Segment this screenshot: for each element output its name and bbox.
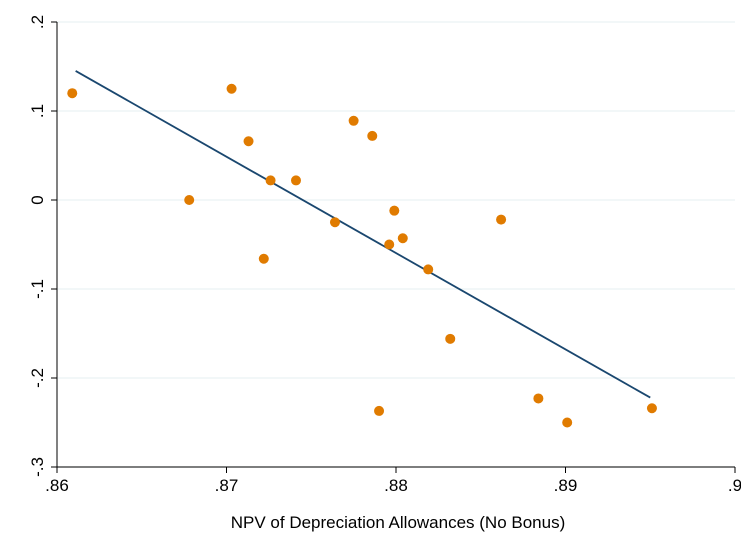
x-tick-label: .87 [215,476,239,495]
y-tick-label: .1 [28,104,47,118]
axis-layer: -.3 -.2 -.1 0 .1 .2 .86 .87 .88 .89 .9 [28,15,741,495]
data-point [184,195,195,205]
data-point [67,88,78,99]
y-tick-label: -.1 [28,279,47,299]
data-point [389,205,400,216]
data-point [329,217,340,228]
y-tick-label: -.3 [28,457,47,477]
data-point [290,175,301,186]
x-tick-label: .89 [554,476,578,495]
point-layer [67,83,657,428]
data-point [367,130,378,141]
x-tick-label: .88 [384,476,408,495]
x-axis-title: NPV of Depreciation Allowances (No Bonus… [231,513,566,532]
data-point [397,233,408,244]
data-point [348,115,359,126]
y-tick-label: 0 [28,195,47,204]
fit-line-layer [75,70,651,399]
data-point [533,393,544,404]
x-tick-label: .86 [45,476,69,495]
data-point [445,333,456,344]
data-point [374,405,385,416]
x-tick-label: .9 [728,476,741,495]
fitted-line [75,70,651,399]
data-point [265,175,276,186]
y-tick-label: .2 [28,15,47,29]
data-point [258,253,269,264]
data-point [562,417,573,428]
data-point [423,264,434,275]
data-point [384,239,395,250]
data-point [243,136,254,147]
y-tick-label: -.2 [28,368,47,388]
data-point [646,403,657,414]
data-point [226,83,237,94]
data-point [496,214,507,225]
